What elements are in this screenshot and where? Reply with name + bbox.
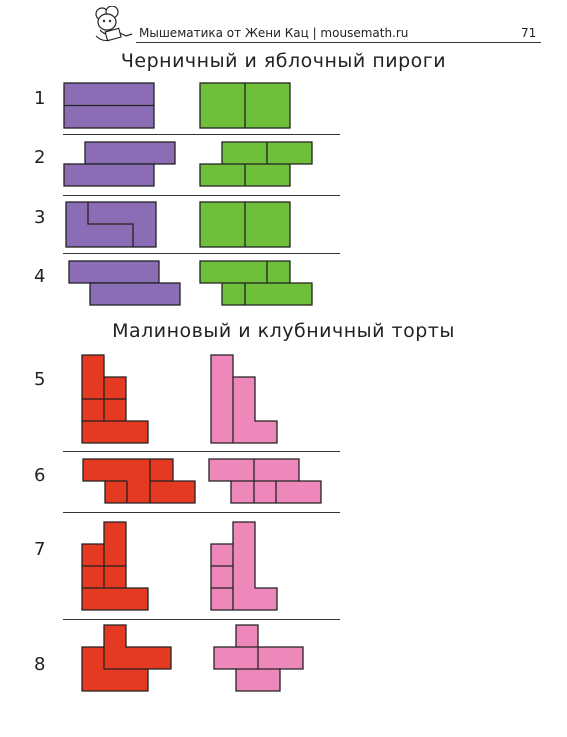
puzzle-5-raspberry [81,354,149,444]
row-number-1: 1 [34,88,46,109]
row-divider [63,512,340,513]
row-number-4: 4 [34,266,46,287]
row-number-2: 2 [34,147,46,168]
puzzle-6-raspberry [82,458,196,504]
puzzle-2-apple [199,141,313,187]
puzzle-3-blueberry [65,201,157,248]
section-title-pies: Черничный и яблочный пироги [120,50,447,72]
puzzle-8-strawberry [213,624,304,692]
puzzle-2-blueberry [63,141,176,187]
puzzle-3-apple [199,201,291,248]
header-title: Мышематика от Жени Кац | mousemath.ru [139,26,409,40]
row-divider [63,619,340,620]
puzzle-5-strawberry [210,354,278,444]
mouse-logo-icon [95,6,133,42]
section-title-cakes: Малиновый и клубничный торты [112,320,455,342]
puzzle-7-raspberry [81,521,149,611]
puzzle-1-apple [199,82,291,129]
row-divider [63,195,340,196]
puzzle-6-strawberry [208,458,322,504]
row-number-5: 5 [34,369,46,390]
puzzle-8-raspberry [81,624,172,692]
page-header: Мышематика от Жени Кац | mousemath.ru 71 [0,0,567,50]
puzzle-1-blueberry [63,82,155,129]
page-number: 71 [521,26,537,40]
header-divider [136,42,541,43]
row-number-7: 7 [34,539,46,560]
puzzle-4-blueberry [68,260,181,306]
row-number-8: 8 [34,654,46,675]
puzzle-7-strawberry [210,521,278,611]
row-divider [63,253,340,254]
row-number-3: 3 [34,207,46,228]
row-number-6: 6 [34,465,46,486]
puzzle-4-apple [199,260,313,306]
row-divider [63,451,340,452]
row-divider [63,134,340,135]
